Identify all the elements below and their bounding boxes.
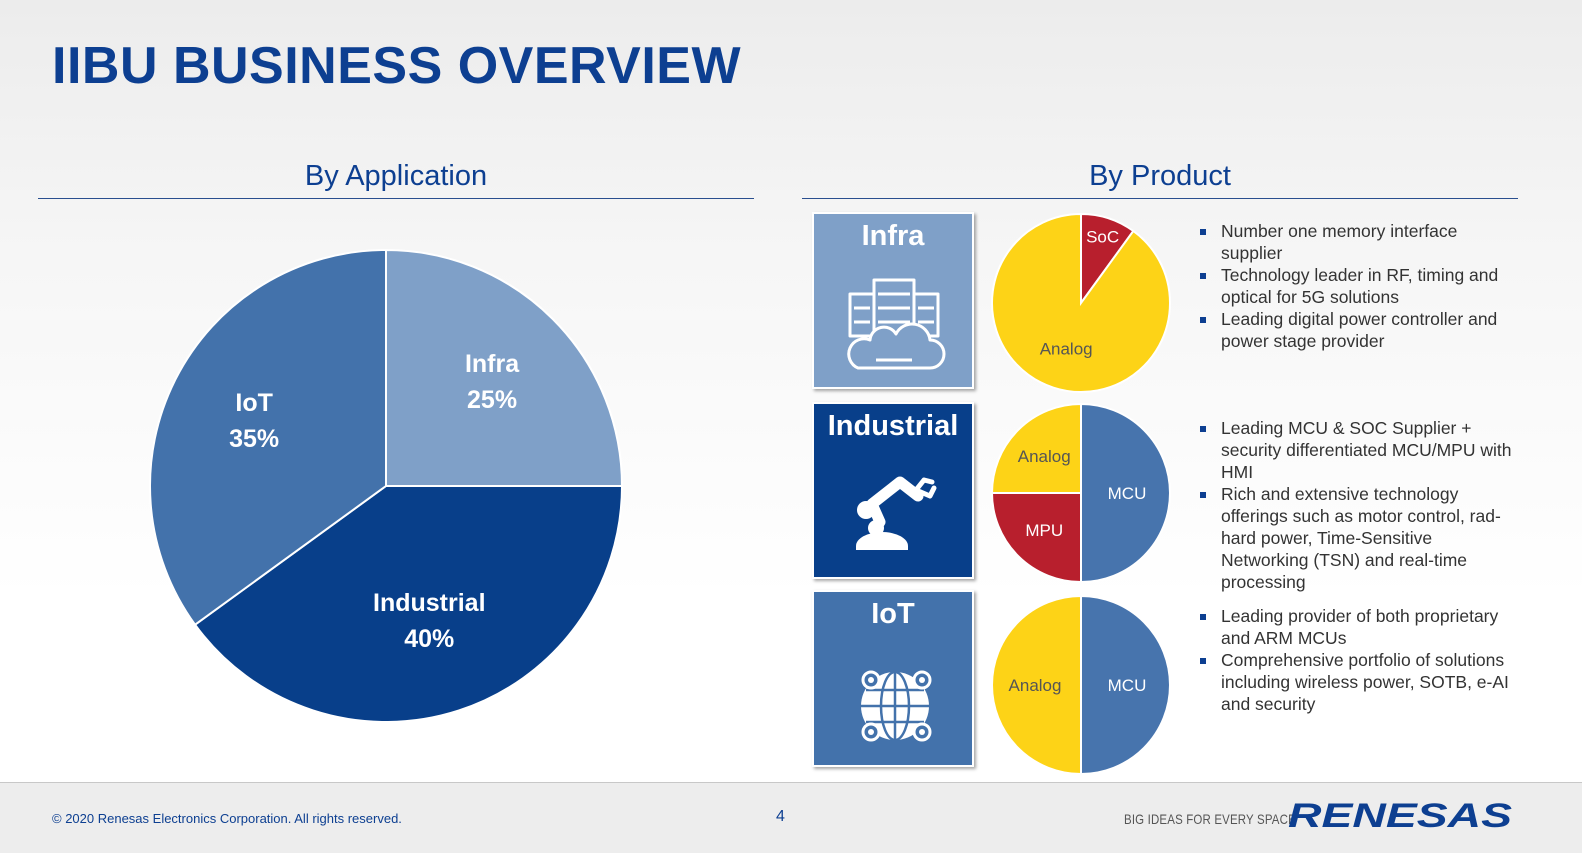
footer-divider: [0, 782, 1582, 783]
pie-slice-iot: [149, 248, 387, 627]
pie-label-mpu: MPU: [1025, 521, 1063, 540]
industrial-bullet-2: Rich and extensive technology offerings …: [1200, 483, 1520, 593]
by-application-rule: [38, 198, 754, 199]
infra-panel-label: Infra: [861, 220, 925, 252]
infra-panel: Infra: [812, 212, 974, 389]
pie-slice-infra: [385, 248, 624, 487]
tagline-text: BIG IDEAS FOR EVERY SPACE: [1124, 811, 1296, 827]
robot-arm-icon: [856, 476, 937, 550]
iot-panel: IoT: [812, 590, 974, 767]
pie-label-mcu: MCU: [1108, 484, 1147, 503]
page-title: IIBU BUSINESS OVERVIEW: [52, 37, 742, 95]
by-product-rule: [802, 198, 1518, 199]
globe-network-icon: [861, 670, 932, 742]
infra-bullets: Number one memory interface supplier Tec…: [1200, 220, 1520, 352]
application-pie-chart: Infra 25% Industrial 40% IoT 35%: [149, 248, 624, 723]
pie-slice-mcu: [1080, 402, 1171, 584]
pie-slice-analog: [991, 594, 1082, 776]
pie-slice-industrial: [193, 485, 624, 723]
infra-bullet-2: Technology leader in RF, timing and opti…: [1200, 264, 1520, 308]
footer-bar: [0, 783, 1582, 853]
pie-label-infra: Infra: [465, 350, 520, 378]
pie-label-soc: SoC: [1086, 227, 1119, 246]
pie-value-industrial: 40%: [404, 625, 454, 653]
pie-slice-mpu: [990, 492, 1082, 584]
pie-label-industrial: Industrial: [373, 589, 486, 617]
industrial-bullet-1: Leading MCU & SOC Supplier + security di…: [1200, 417, 1520, 483]
industrial-product-pie: MCU MPU Analog: [990, 402, 1171, 584]
pie-value-infra: 25%: [467, 386, 517, 414]
iot-bullet-1: Leading provider of both proprietary and…: [1200, 605, 1520, 649]
pie-label-analog: Analog: [1040, 340, 1093, 359]
pie-slice-analog: [991, 212, 1171, 393]
infra-product-pie: SoC Analog: [991, 212, 1171, 393]
renesas-logo-text: RENESAS: [1288, 797, 1512, 835]
pie-slice-mcu: [1080, 594, 1171, 776]
iot-product-pie: MCU Analog: [991, 594, 1171, 776]
pie-label-iot: IoT: [235, 389, 273, 417]
iot-bullets: Leading provider of both proprietary and…: [1200, 605, 1520, 715]
renesas-logo: RENESAS: [1288, 797, 1512, 835]
iot-panel-label: IoT: [871, 598, 915, 630]
pie-label-analog: Analog: [1009, 676, 1062, 695]
by-product-heading: By Product: [1089, 160, 1231, 192]
server-cloud-icon: [847, 278, 946, 370]
pie-value-iot: 35%: [229, 425, 279, 453]
infra-bullet-3: Leading digital power controller and pow…: [1200, 308, 1520, 352]
copyright-text: © 2020 Renesas Electronics Corporation. …: [52, 811, 402, 826]
industrial-bullets: Leading MCU & SOC Supplier + security di…: [1200, 417, 1520, 593]
industrial-panel-label: Industrial: [827, 410, 959, 442]
pie-label-mcu: MCU: [1108, 676, 1147, 695]
industrial-panel: Industrial: [812, 402, 974, 579]
pie-label-analog: Analog: [1018, 447, 1071, 466]
iot-bullet-2: Comprehensive portfolio of solutions inc…: [1200, 649, 1520, 715]
page-number: 4: [776, 808, 785, 825]
by-application-heading: By Application: [304, 160, 488, 192]
pie-slice-analog: [990, 402, 1082, 494]
infra-bullet-1: Number one memory interface supplier: [1200, 220, 1520, 264]
